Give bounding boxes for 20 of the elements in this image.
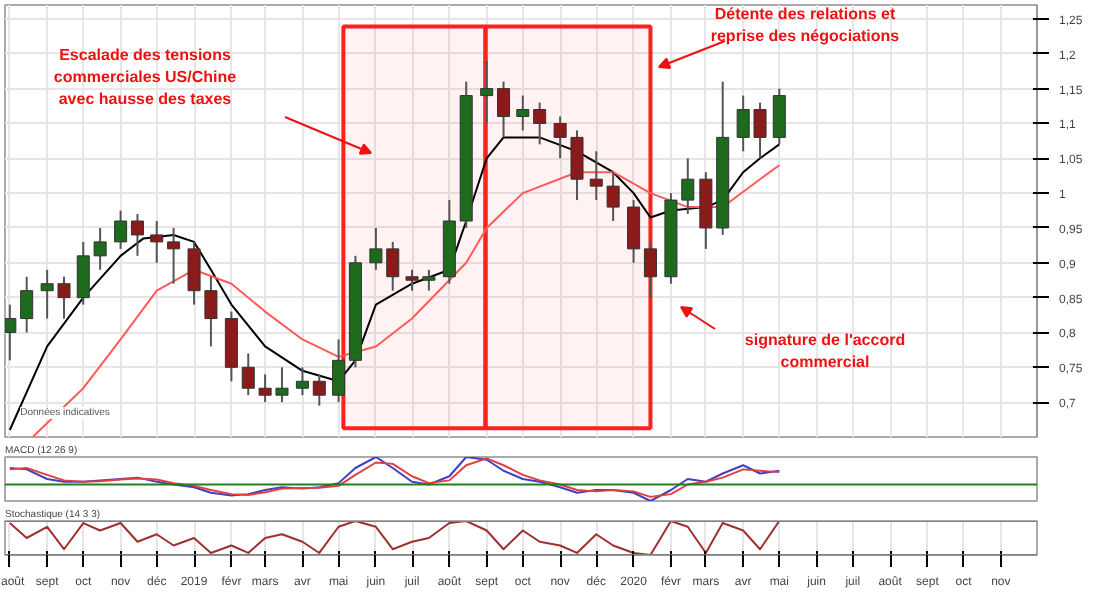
candlestick [332, 338, 346, 404]
annotation: Détente des relations et reprise des négociations [710, 5, 901, 45]
candlestick [681, 157, 695, 216]
candlestick [533, 101, 547, 146]
candlestick [130, 213, 144, 257]
candlestick [167, 226, 181, 285]
candlestick [20, 275, 34, 334]
candlestick [516, 94, 530, 132]
candlestick [150, 220, 164, 264]
candlestick [114, 209, 128, 250]
candlestick [295, 366, 309, 397]
candlestick [312, 373, 326, 407]
candlestick [627, 199, 641, 264]
candlestick [5, 303, 17, 362]
annotation: signature de l'accord commercial [744, 331, 906, 371]
candlestick [497, 80, 511, 139]
candlestick [643, 240, 657, 299]
annotation: Escalade des tensions commerciales US/Chine avec hausse des taxes [53, 46, 238, 108]
candlestick [480, 59, 494, 125]
candlestick [772, 87, 786, 146]
